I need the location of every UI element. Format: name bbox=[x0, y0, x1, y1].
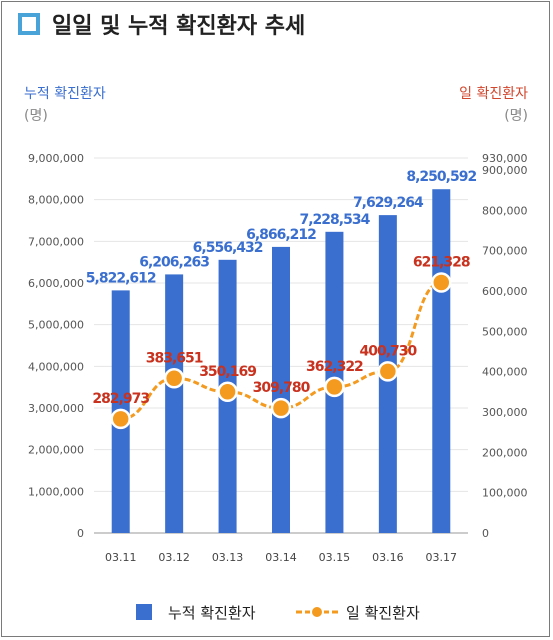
legend-bar-label: 누적 확진환자 bbox=[168, 604, 256, 622]
right-tick-label: 930,000 bbox=[482, 152, 528, 165]
right-tick-label: 200,000 bbox=[482, 446, 528, 459]
right-tick-label: 900,000 bbox=[482, 164, 528, 177]
left-tick-label: 3,000,000 bbox=[28, 402, 84, 415]
right-tick-label: 100,000 bbox=[482, 487, 528, 500]
left-tick-label: 6,000,000 bbox=[28, 277, 84, 290]
bar-cumulative bbox=[272, 246, 290, 533]
x-tick-label: 03.16 bbox=[372, 551, 404, 564]
bar-data-label: 7,629,264 bbox=[353, 195, 424, 211]
left-tick-label: 1,000,000 bbox=[28, 485, 84, 498]
x-tick-label: 03.14 bbox=[265, 551, 297, 564]
daily-point bbox=[324, 376, 345, 398]
line-data-label: 362,322 bbox=[306, 359, 363, 375]
bar-data-label: 7,228,534 bbox=[300, 212, 371, 228]
right-tick-label: 500,000 bbox=[482, 325, 528, 338]
bar-cumulative bbox=[432, 189, 451, 533]
right-tick-label: 600,000 bbox=[482, 285, 528, 298]
daily-point bbox=[270, 397, 292, 419]
x-tick-label: 03.17 bbox=[426, 551, 458, 564]
legend-bar-swatch bbox=[136, 604, 152, 620]
x-tick-label: 03.13 bbox=[212, 551, 244, 564]
line-data-label: 400,730 bbox=[359, 343, 417, 359]
bar-data-label: 8,250,592 bbox=[406, 169, 476, 185]
daily-point bbox=[431, 272, 452, 293]
right-tick-label: 300,000 bbox=[482, 406, 528, 419]
right-tick-label: 800,000 bbox=[482, 204, 528, 217]
left-axis-unit: (명) bbox=[24, 108, 48, 124]
line-data-label: 350,169 bbox=[199, 364, 256, 380]
left-axis-title: 누적 확진환자 bbox=[24, 86, 106, 102]
x-tick-label: 03.15 bbox=[319, 551, 351, 564]
bar-cumulative bbox=[165, 274, 184, 533]
left-tick-label: 5,000,000 bbox=[28, 319, 84, 332]
left-tick-label: 0 bbox=[77, 527, 84, 540]
line-data-label: 383,651 bbox=[146, 350, 203, 366]
right-tick-label: 0 bbox=[482, 527, 489, 540]
bar-data-label: 6,866,212 bbox=[246, 227, 316, 243]
daily-point bbox=[163, 368, 185, 389]
right-axis-title: 일 확진환자 bbox=[459, 86, 528, 102]
chart-title: 일일 및 누적 확진환자 추세 bbox=[52, 14, 305, 39]
daily-point bbox=[217, 381, 238, 403]
left-tick-label: 2,000,000 bbox=[28, 444, 84, 457]
left-tick-label: 8,000,000 bbox=[28, 194, 84, 207]
bar-data-label: 6,556,432 bbox=[193, 240, 263, 256]
bar-data-label: 6,206,263 bbox=[139, 254, 209, 270]
right-tick-label: 400,000 bbox=[482, 366, 528, 379]
line-data-label: 621,328 bbox=[413, 254, 470, 270]
x-tick-label: 03.11 bbox=[105, 551, 137, 564]
bar-data-label: 5,822,612 bbox=[86, 270, 156, 286]
right-tick-label: 700,000 bbox=[482, 245, 528, 258]
left-tick-label: 7,000,000 bbox=[28, 235, 84, 248]
title-square-icon bbox=[18, 13, 40, 35]
line-data-label: 282,973 bbox=[92, 391, 149, 407]
right-axis-unit: (명) bbox=[504, 108, 528, 124]
legend-line-label: 일 확진환자 bbox=[346, 604, 420, 622]
daily-point bbox=[377, 361, 399, 382]
legend-line-marker bbox=[310, 605, 324, 619]
left-tick-label: 9,000,000 bbox=[28, 152, 84, 165]
left-tick-label: 4,000,000 bbox=[28, 360, 84, 373]
x-tick-label: 03.12 bbox=[158, 551, 190, 564]
daily-point bbox=[110, 408, 131, 430]
line-data-label: 309,780 bbox=[253, 380, 311, 396]
